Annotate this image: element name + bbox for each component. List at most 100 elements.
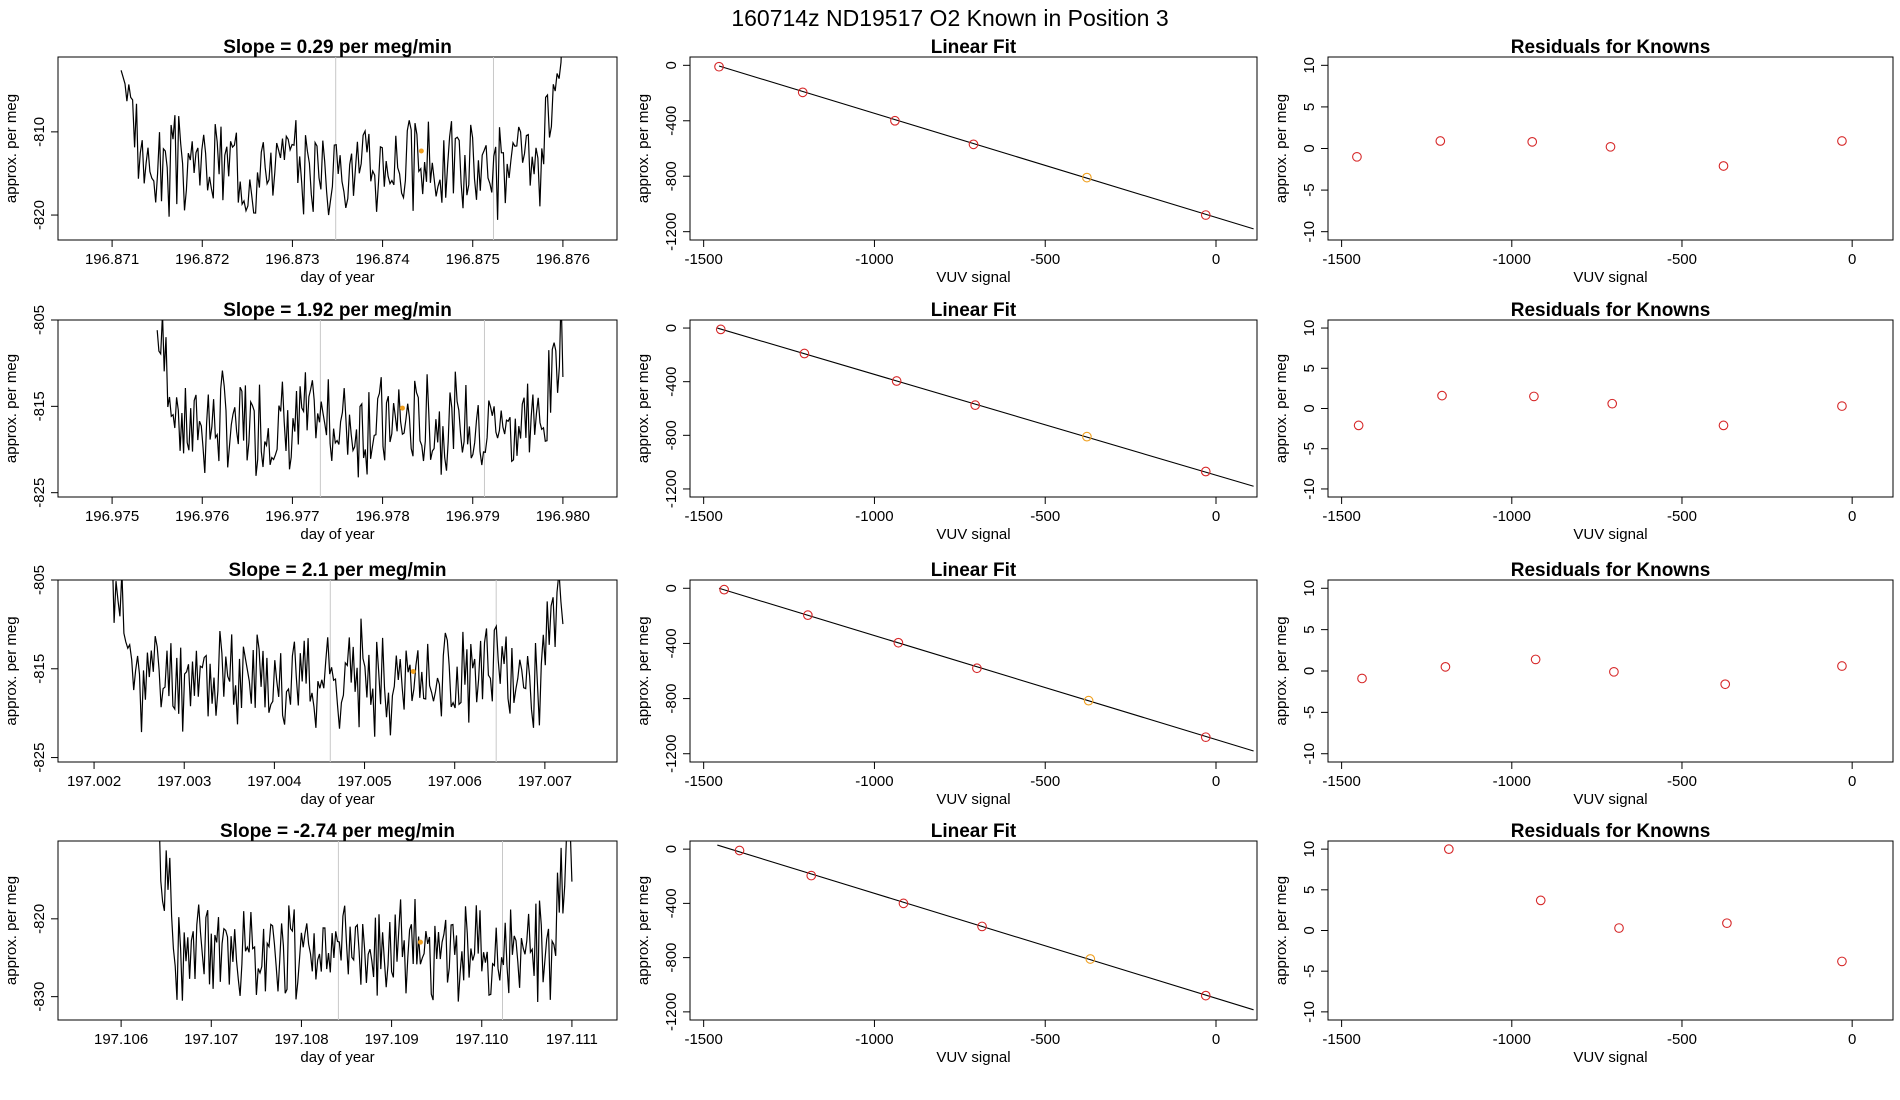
panel-10: Residuals for Knowns -1500 -1000 -500 0 10 5 0 -…: [1273, 300, 1894, 543]
panel-title: Residuals for Knowns: [1511, 821, 1711, 842]
x-axis-label: day of year: [300, 1049, 374, 1066]
x-tick-label: -1000: [855, 1031, 893, 1048]
plot-area: [112, 580, 564, 762]
x-tick-label: -1500: [684, 508, 722, 525]
plot-frame: [57, 319, 618, 498]
x-tick-label: -1500: [1322, 1031, 1360, 1048]
data-point: [1440, 662, 1451, 672]
y-axis-label: approx. per meg: [1273, 616, 1290, 725]
x-tick-label: 196.979: [446, 508, 500, 525]
plot-area: [159, 841, 573, 1020]
y-axis-label: approx. per meg: [635, 876, 652, 985]
x-tick-label: 197.108: [274, 1031, 328, 1048]
fit-line: [718, 65, 1254, 230]
y-tick-label: 5: [1301, 886, 1318, 894]
plot-frame: [689, 319, 1258, 498]
x-tick-label: 196.977: [265, 508, 319, 525]
panel-3: Slope = 2.1 per meg/min 197.002 197.003 197…: [3, 560, 618, 808]
fit-line: [717, 844, 1254, 1011]
panel-11: Residuals for Knowns -1500 -1000 -500 0 10 5 0 -…: [1273, 560, 1894, 808]
data-point: [1529, 391, 1539, 402]
panel-4: Slope = -2.74 per meg/min 197.106 197.107 1…: [3, 821, 618, 1066]
x-tick-label: -1500: [684, 1031, 722, 1048]
plot-area: [1352, 136, 1847, 171]
figure-title: 160714z ND19517 O2 Known in Position 3: [731, 5, 1168, 31]
x-tick-label: 197.007: [518, 773, 572, 790]
x-axis-label: day of year: [300, 526, 374, 543]
panels: Slope = 0.29 per meg/min 196.871 196.872 19…: [3, 37, 1894, 1066]
x-axis-label: VUV signal: [1573, 526, 1647, 543]
data-point: [891, 376, 902, 386]
x-tick-label: 196.876: [536, 251, 590, 268]
x-tick-label: -500: [1030, 1031, 1060, 1048]
plot-frame: [689, 579, 1258, 763]
panel-title: Linear Fit: [931, 821, 1017, 842]
y-axis-label: approx. per meg: [3, 94, 20, 203]
data-point: [890, 115, 900, 126]
data-point: [802, 610, 813, 621]
plot-frame: [57, 56, 618, 241]
data-point: [1609, 666, 1619, 677]
panel-title: Linear Fit: [931, 560, 1017, 581]
x-axis-label: VUV signal: [1573, 269, 1647, 286]
highlight-point: [399, 405, 405, 411]
plot-area: [1443, 844, 1847, 967]
x-tick-label: 0: [1848, 508, 1856, 525]
fit-line: [717, 327, 1254, 487]
plot-area: [120, 57, 562, 240]
y-axis-label: approx. per meg: [3, 876, 20, 985]
data-point: [1200, 732, 1211, 743]
panel-7: Linear Fit -1500 -1000 -500 0 0 -400 -800 -1200 V…: [635, 560, 1258, 808]
panel-12: Residuals for Knowns -1500 -1000 -500 0 10 5 0 -…: [1273, 821, 1894, 1066]
data-point: [1527, 136, 1538, 147]
data-point: [1352, 151, 1362, 162]
plot-frame: [689, 840, 1258, 1021]
x-tick-label: 197.003: [157, 773, 211, 790]
x-tick-label: -500: [1667, 508, 1697, 525]
y-tick-label: -10: [1301, 1001, 1318, 1023]
data-point: [1200, 990, 1211, 1001]
x-tick-label: -500: [1030, 251, 1060, 268]
data-point: [1085, 954, 1096, 964]
x-axis-label: VUV signal: [1573, 1049, 1647, 1066]
panel-2: Slope = 1.92 per meg/min 196.975 196.976 19…: [3, 300, 618, 543]
x-tick-label: -1500: [1322, 251, 1360, 268]
data-point: [1443, 844, 1454, 854]
panel-title: Linear Fit: [931, 37, 1017, 58]
y-tick-label: -5: [1301, 183, 1318, 196]
x-tick-label: 197.111: [546, 1031, 598, 1048]
y-axis-label: approx. per meg: [3, 354, 20, 463]
x-tick-label: -1000: [855, 508, 893, 525]
x-tick-label: -1500: [1322, 508, 1360, 525]
y-tick-label: 5: [1301, 103, 1318, 111]
y-tick-label: -805: [31, 565, 48, 595]
plot-frame: [689, 56, 1258, 241]
y-axis-label: approx. per meg: [1273, 354, 1290, 463]
x-tick-label: -1500: [684, 251, 722, 268]
series-line: [159, 841, 573, 1003]
x-tick-label: 197.006: [428, 773, 482, 790]
x-tick-label: 196.873: [265, 251, 319, 268]
x-axis-label: VUV signal: [936, 1049, 1010, 1066]
data-point: [1722, 918, 1732, 929]
y-axis-label: approx. per meg: [635, 354, 652, 463]
plot-area: [1357, 654, 1847, 690]
x-tick-label: 196.872: [175, 251, 229, 268]
plot-area: [717, 844, 1254, 1011]
x-tick-label: 0: [1212, 251, 1220, 268]
panel-title: Slope = 1.92 per meg/min: [223, 300, 452, 321]
plot-area: [718, 584, 1254, 752]
y-tick-label: 0: [663, 324, 680, 332]
y-tick-label: 0: [1301, 667, 1318, 675]
data-point: [1082, 431, 1092, 442]
x-tick-label: -500: [1030, 508, 1060, 525]
panel-title: Linear Fit: [931, 300, 1017, 321]
y-tick-label: -10: [1301, 743, 1318, 765]
y-tick-label: -800: [663, 420, 680, 450]
data-point: [1437, 390, 1447, 401]
data-point: [1837, 136, 1847, 146]
data-point: [714, 61, 724, 72]
y-tick-label: -400: [663, 367, 680, 397]
data-point: [1435, 136, 1446, 146]
data-point: [972, 663, 982, 674]
